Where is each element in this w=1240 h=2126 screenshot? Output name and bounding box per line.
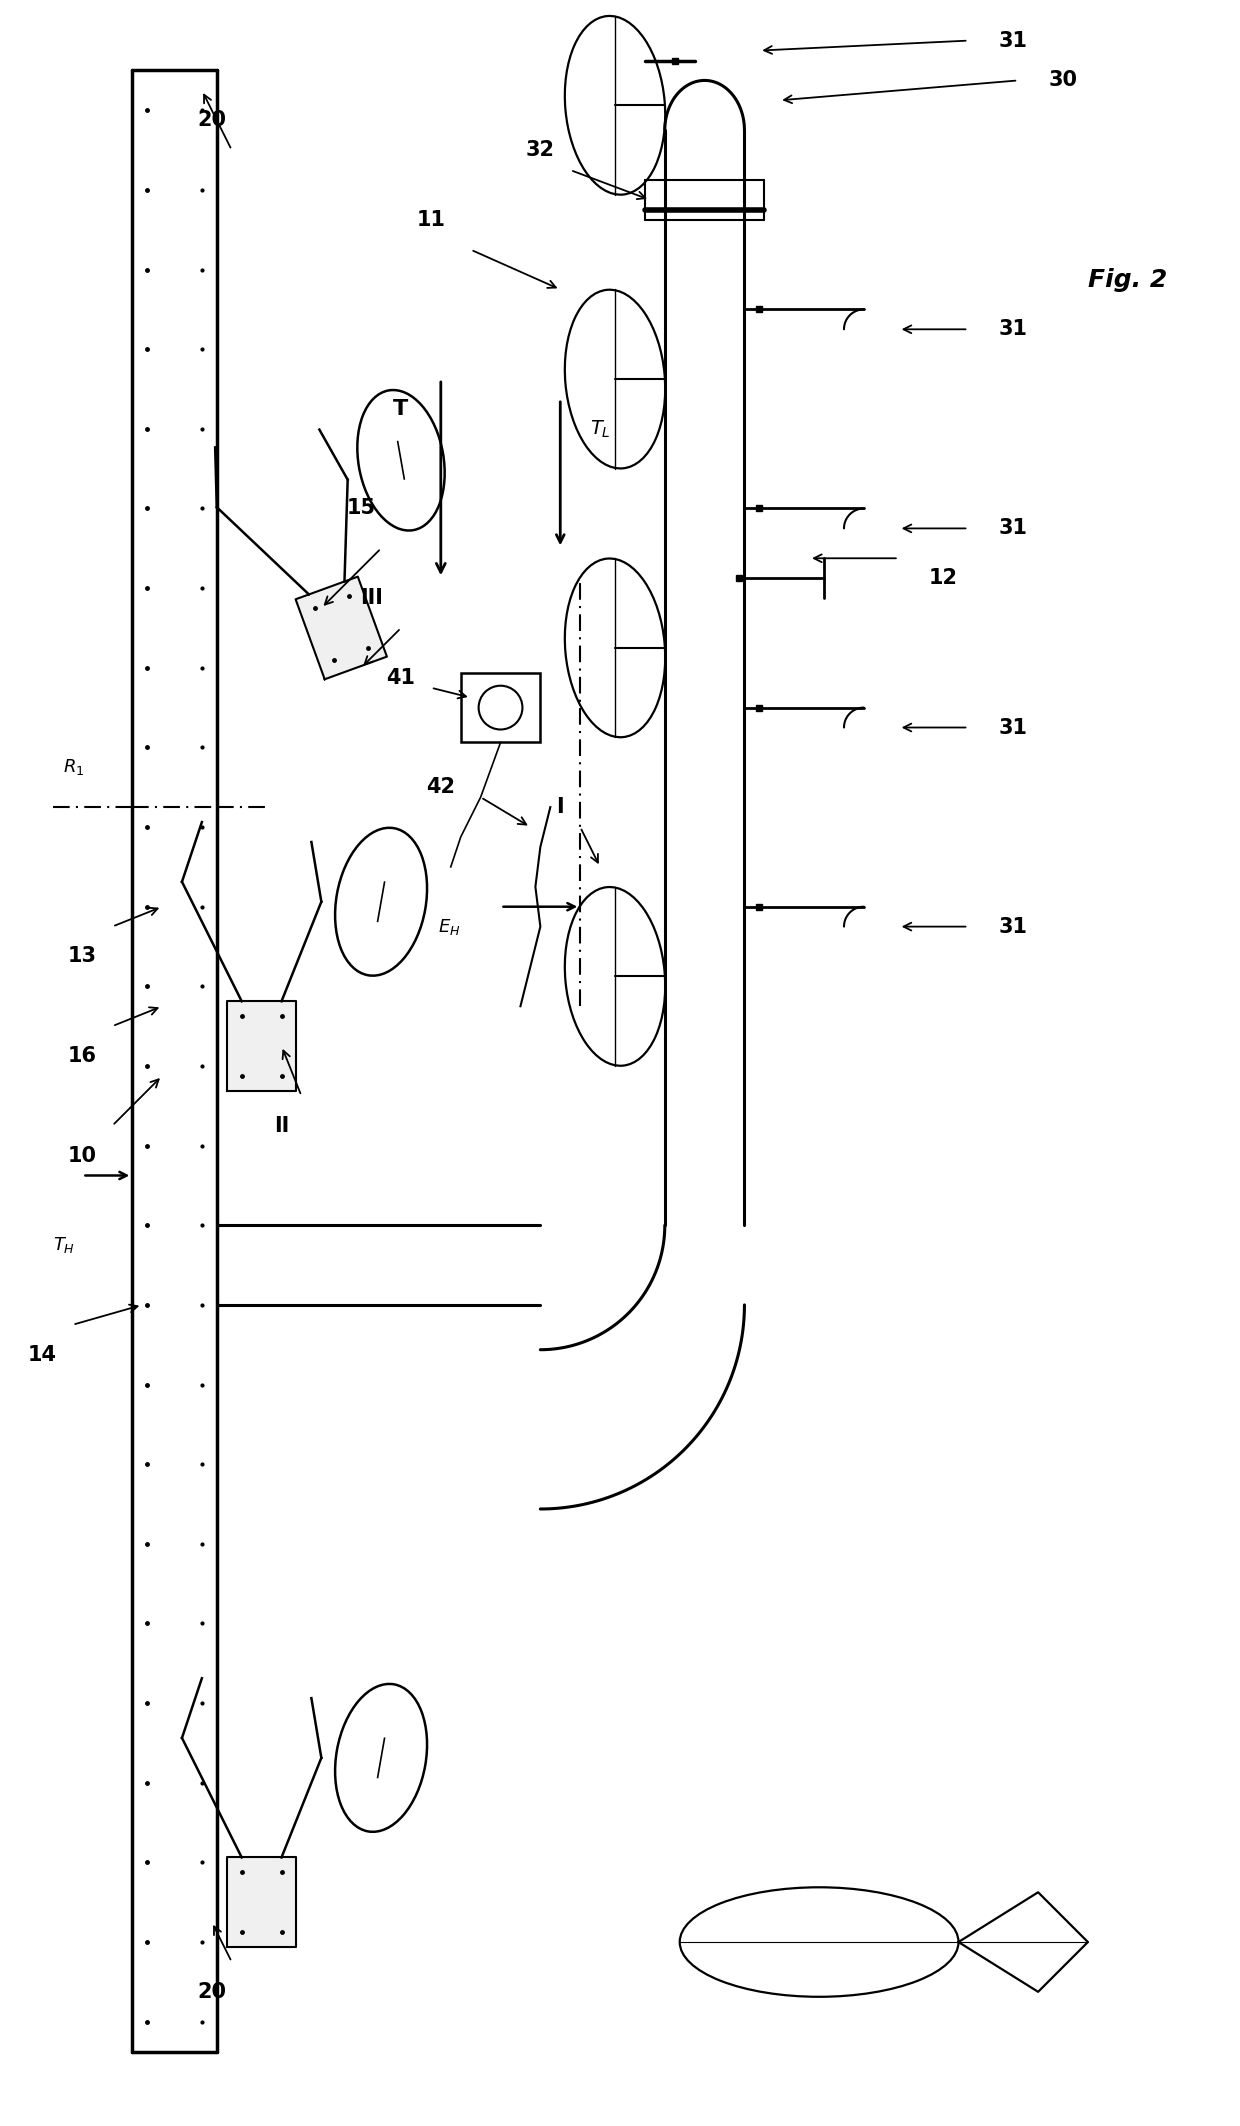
Text: 41: 41 xyxy=(387,668,415,687)
Text: 14: 14 xyxy=(29,1344,57,1365)
Text: $T_H$: $T_H$ xyxy=(52,1235,74,1254)
Text: I: I xyxy=(557,797,564,816)
Text: Fig. 2: Fig. 2 xyxy=(1087,268,1167,291)
Text: III: III xyxy=(360,589,383,608)
FancyBboxPatch shape xyxy=(461,672,541,742)
Polygon shape xyxy=(295,576,387,680)
Text: 31: 31 xyxy=(998,30,1027,51)
Text: 11: 11 xyxy=(417,210,445,230)
Text: 10: 10 xyxy=(68,1146,97,1165)
Text: 16: 16 xyxy=(68,1046,97,1065)
Text: 42: 42 xyxy=(427,778,455,797)
Polygon shape xyxy=(227,1001,296,1091)
Text: 12: 12 xyxy=(929,568,957,589)
Text: 31: 31 xyxy=(998,916,1027,938)
Text: $E_H$: $E_H$ xyxy=(438,916,461,938)
Text: 31: 31 xyxy=(998,716,1027,738)
Text: 20: 20 xyxy=(197,1981,227,2003)
Text: 13: 13 xyxy=(68,946,97,967)
Text: $T_L$: $T_L$ xyxy=(590,419,610,440)
Polygon shape xyxy=(227,1858,296,1947)
Text: 15: 15 xyxy=(347,497,376,519)
Text: 31: 31 xyxy=(998,319,1027,340)
Text: T: T xyxy=(393,400,409,419)
Text: $R_1$: $R_1$ xyxy=(62,757,84,778)
Text: 31: 31 xyxy=(998,519,1027,538)
Text: 20: 20 xyxy=(197,111,227,130)
Text: 30: 30 xyxy=(1048,70,1078,91)
Text: 32: 32 xyxy=(526,140,554,159)
Text: II: II xyxy=(274,1116,289,1135)
